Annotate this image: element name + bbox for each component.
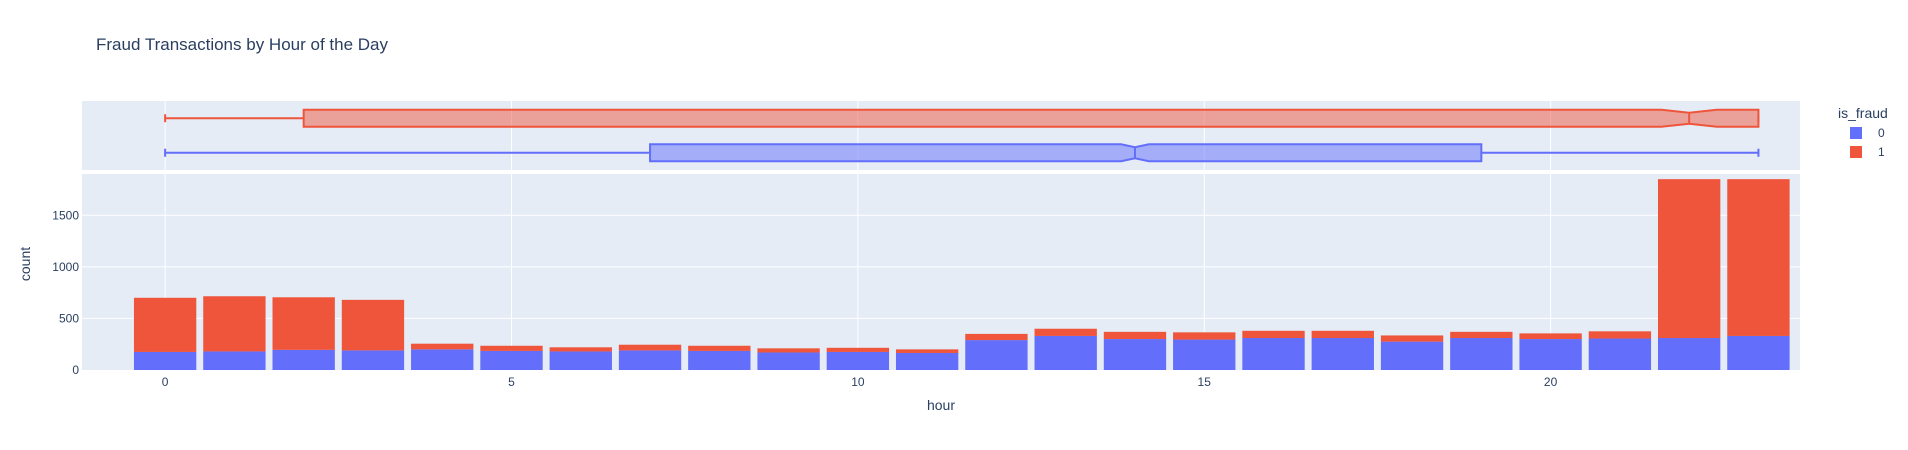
bar-is-fraud-1 [133, 297, 197, 352]
bar-is-fraud-1 [549, 347, 612, 352]
bar-is-fraud-1 [1450, 331, 1513, 339]
bar-is-fraud-0 [757, 352, 820, 370]
bar-is-fraud-1 [203, 296, 266, 352]
legend-label-1: 1 [1878, 145, 1885, 159]
box-body [649, 143, 1483, 163]
bar-is-fraud-1 [895, 349, 959, 353]
x-tick-label: 0 [162, 375, 169, 389]
y-tick-label: 1500 [52, 208, 79, 222]
legend-label-0: 0 [1878, 126, 1885, 140]
legend-title: is_fraud [1838, 105, 1888, 121]
bar-is-fraud-0 [133, 351, 197, 370]
x-tick-label: 20 [1544, 375, 1558, 389]
y-tick-label: 500 [59, 311, 79, 325]
chart-title: Fraud Transactions by Hour of the Day [96, 35, 388, 54]
bar-is-fraud-0 [1034, 335, 1097, 370]
bar-is-fraud-0 [1173, 339, 1236, 370]
bar-is-fraud-1 [1103, 331, 1167, 340]
bar-is-fraud-1 [341, 299, 405, 351]
x-tick-label: 15 [1198, 375, 1212, 389]
bar-is-fraud-0 [203, 351, 266, 370]
bar-is-fraud-0 [1242, 338, 1305, 370]
bar-is-fraud-0 [1519, 339, 1582, 370]
bar-is-fraud-0 [895, 352, 959, 370]
bar-is-fraud-1 [411, 343, 474, 350]
x-axis-label: hour [927, 397, 955, 413]
box-is-fraud-1 [164, 108, 1760, 128]
x-tick-label: 5 [508, 375, 515, 389]
bar-is-fraud-0 [1311, 338, 1374, 370]
bar-plot: 0 5 10 15 20 0 500 1000 1500 [52, 174, 1800, 389]
bar-is-fraud-0 [1450, 338, 1513, 370]
bar-is-fraud-1 [1034, 328, 1097, 336]
bar-is-fraud-0 [341, 350, 405, 370]
bar-is-fraud-0 [1380, 341, 1444, 370]
bar-is-fraud-1 [1242, 330, 1305, 339]
bar-is-fraud-0 [1103, 339, 1167, 370]
bar-is-fraud-0 [965, 340, 1028, 370]
legend-swatch-1 [1850, 146, 1862, 158]
bar-is-fraud-0 [688, 350, 751, 370]
legend-swatch-0 [1850, 127, 1862, 139]
bar-is-fraud-0 [1727, 335, 1790, 370]
bar-is-fraud-1 [1380, 335, 1444, 342]
bar-is-fraud-0 [272, 349, 335, 370]
bar-is-fraud-0 [549, 351, 612, 370]
legend: is_fraud 0 1 [1838, 105, 1888, 159]
bar-is-fraud-0 [480, 350, 543, 370]
bar-is-fraud-0 [411, 349, 474, 370]
bar-is-fraud-0 [1657, 338, 1721, 370]
bar-is-fraud-1 [272, 297, 335, 350]
bar-is-fraud-0 [618, 350, 682, 370]
bar-is-fraud-1 [965, 333, 1028, 341]
bar-is-fraud-1 [1727, 179, 1790, 336]
bar-is-fraud-1 [1657, 179, 1721, 339]
bar-is-fraud-1 [1173, 332, 1236, 340]
y-axis-label: count [17, 247, 33, 281]
bar-is-fraud-0 [826, 351, 890, 370]
bar-is-fraud-1 [618, 344, 682, 351]
bar-is-fraud-1 [826, 347, 890, 352]
bar-is-fraud-1 [480, 345, 543, 351]
bar-is-fraud-0 [1588, 338, 1652, 370]
bar-is-fraud-1 [1519, 333, 1582, 340]
y-tick-label: 1000 [52, 260, 79, 274]
box-is-fraud-0 [164, 143, 1760, 163]
bar-is-fraud-1 [757, 348, 820, 353]
y-tick-label: 0 [72, 363, 79, 377]
bar-is-fraud-1 [1311, 330, 1374, 339]
bar-is-fraud-1 [1588, 331, 1652, 339]
marginal-box-plot [82, 101, 1800, 170]
x-tick-label: 10 [851, 375, 865, 389]
bar-is-fraud-1 [688, 345, 751, 351]
box-body [302, 108, 1760, 128]
